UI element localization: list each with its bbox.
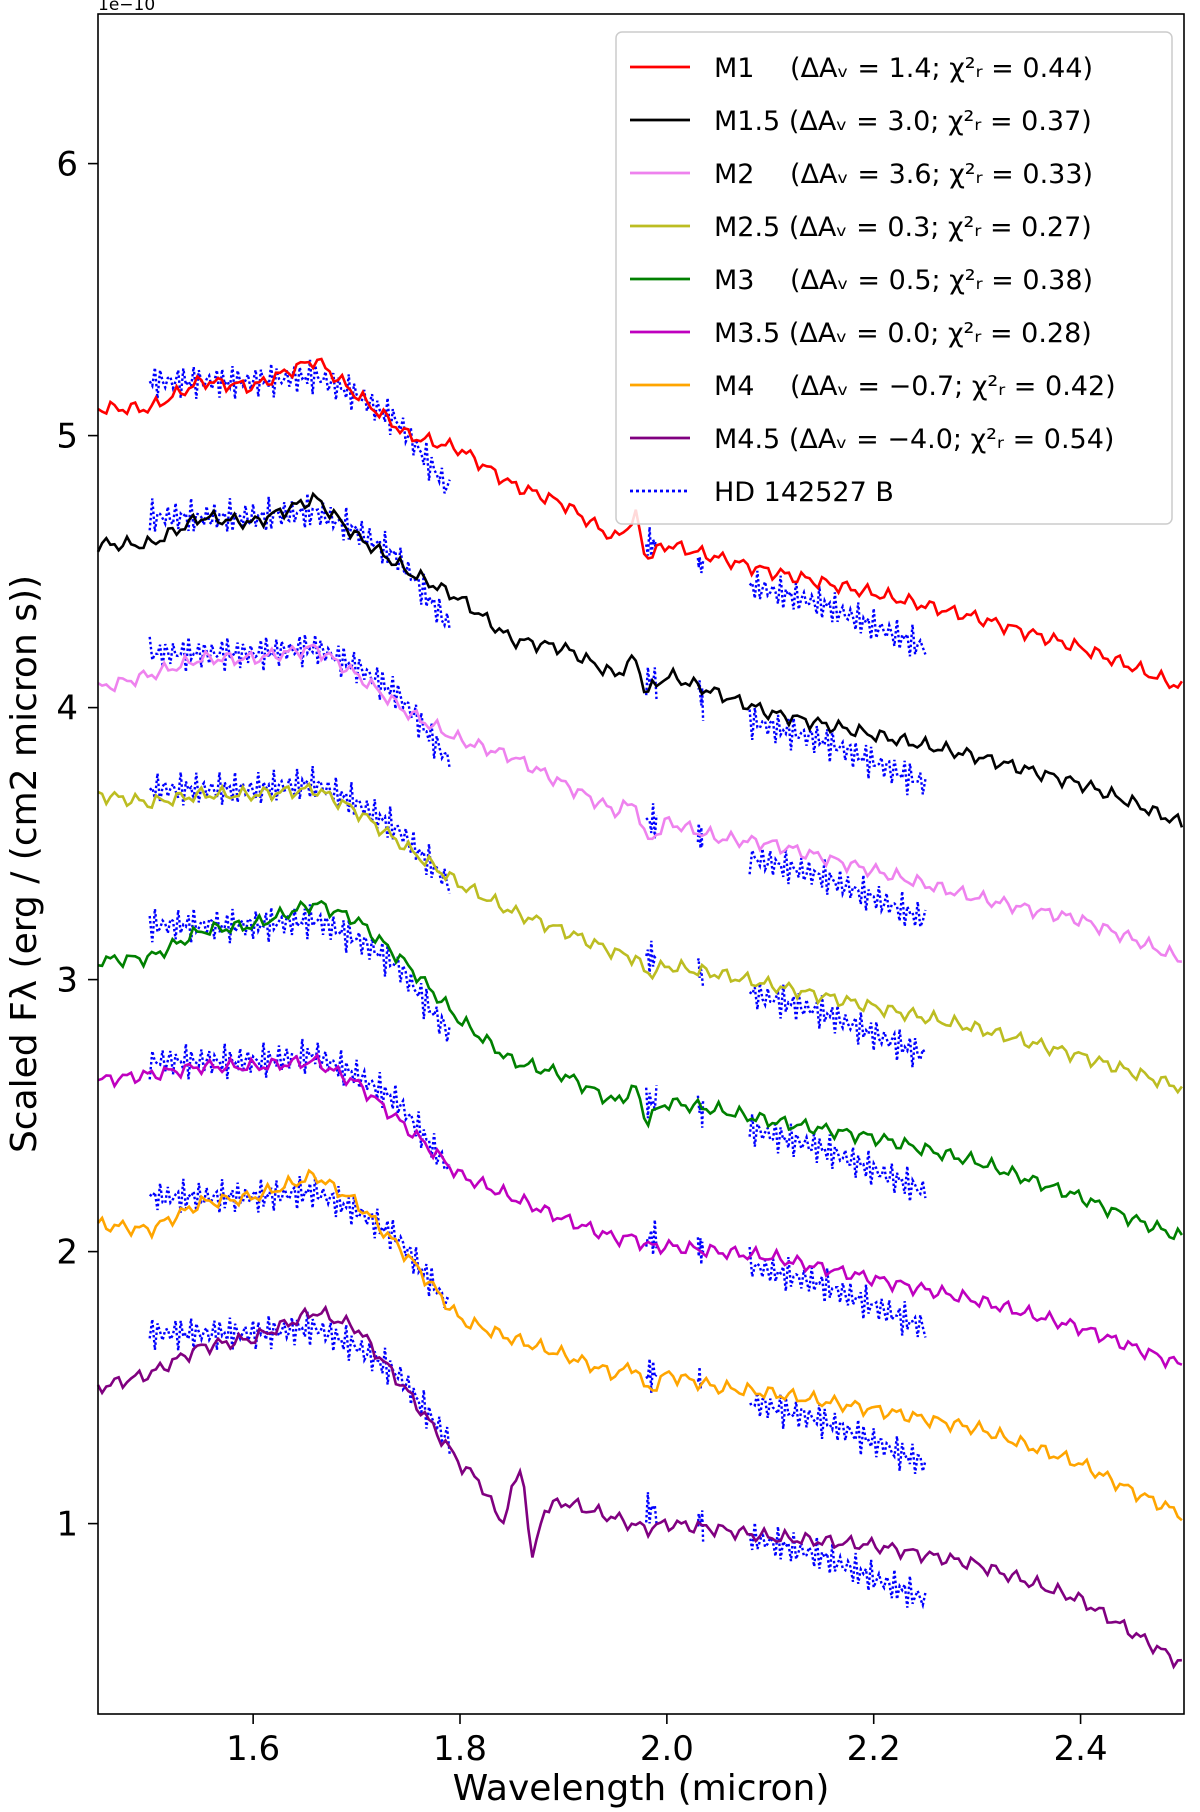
x-tick-label: 2.4 [1054,1729,1108,1769]
observed-segment [645,1358,658,1393]
model-spectra-layer [96,357,1184,1670]
x-axis-label: Wavelength (micron) [453,1768,830,1809]
observed-segment [645,940,658,975]
y-tick-label: 3 [56,961,78,1001]
series-line-M2.5 [97,781,1183,1095]
legend: M1 (ΔAᵥ = 1.4; χ²ᵣ = 0.44) M1.5 (ΔAᵥ = 3.… [615,31,1173,525]
observed-segment [696,1510,705,1542]
observed-segment [749,1392,927,1474]
observed-segment [645,1492,658,1524]
legend-label: M3 (ΔAᵥ = 0.5; χ²ᵣ = 0.38) [714,265,1093,296]
observed-segment [148,634,451,769]
series-line-M1 [97,357,1183,690]
y-offset-label: 1e−10 [98,0,155,15]
x-tick-label: 1.8 [433,1729,487,1769]
y-tick-label: 6 [56,145,78,185]
y-tick-label: 5 [56,417,78,457]
observed-copy-3 [148,634,927,928]
y-tick-label: 1 [56,1505,78,1545]
observed-segment [696,680,705,722]
series-line-M2 [97,643,1183,963]
y-tick-label: 2 [56,1233,78,1273]
observed-segment [645,1085,658,1119]
observed-segment [748,1246,927,1338]
legend-label: HD 142527 B [714,477,894,508]
observed-segment [696,1237,705,1265]
series-line-M1.5 [96,491,1184,828]
series-line-M4 [96,1168,1183,1522]
observed-segment [148,359,451,494]
legend-label: M4 (ΔAᵥ = −0.7; χ²ᵣ = 0.42) [714,371,1116,402]
legend-label: M2.5 (ΔAᵥ = 0.3; χ²ᵣ = 0.27) [714,212,1092,243]
series-line-M3 [97,899,1183,1241]
observed-segment [645,803,658,839]
observed-segment [148,765,451,894]
y-tick-label: 4 [56,689,78,729]
x-axis: 1.6 1.8 2.0 2.2 2.4 [226,1714,1108,1769]
observed-spectrum-layer [148,359,927,1610]
legend-label: M3.5 (ΔAᵥ = 0.0; χ²ᵣ = 0.28) [714,318,1092,349]
observed-segment [696,557,705,574]
y-axis-label: Scaled Fλ (erg / (cm2 micron s)) [4,575,45,1153]
legend-label: M1 (ΔAᵥ = 1.4; χ²ᵣ = 0.44) [714,53,1093,84]
observed-segment [748,570,927,657]
x-tick-label: 2.2 [847,1729,901,1769]
series-line-M3.5 [97,1052,1183,1370]
observed-segment [748,848,927,928]
legend-label: M2 (ΔAᵥ = 3.6; χ²ᵣ = 0.33) [714,159,1093,190]
legend-label: M1.5 (ΔAᵥ = 3.0; χ²ᵣ = 0.37) [714,106,1092,137]
plot-frame [97,13,1185,1715]
observed-segment [148,1175,451,1309]
observed-segment [748,707,927,796]
x-tick-label: 2.0 [640,1729,694,1769]
legend-label: M4.5 (ΔAᵥ = −4.0; χ²ᵣ = 0.54) [714,424,1114,455]
observed-segment [696,823,704,849]
legend-box [615,31,1173,525]
y-axis: 1 2 3 4 5 6 [56,145,98,1545]
series-line-M4.5 [96,1304,1182,1670]
x-tick-label: 1.6 [226,1729,280,1769]
observed-copy-8 [148,1311,927,1610]
